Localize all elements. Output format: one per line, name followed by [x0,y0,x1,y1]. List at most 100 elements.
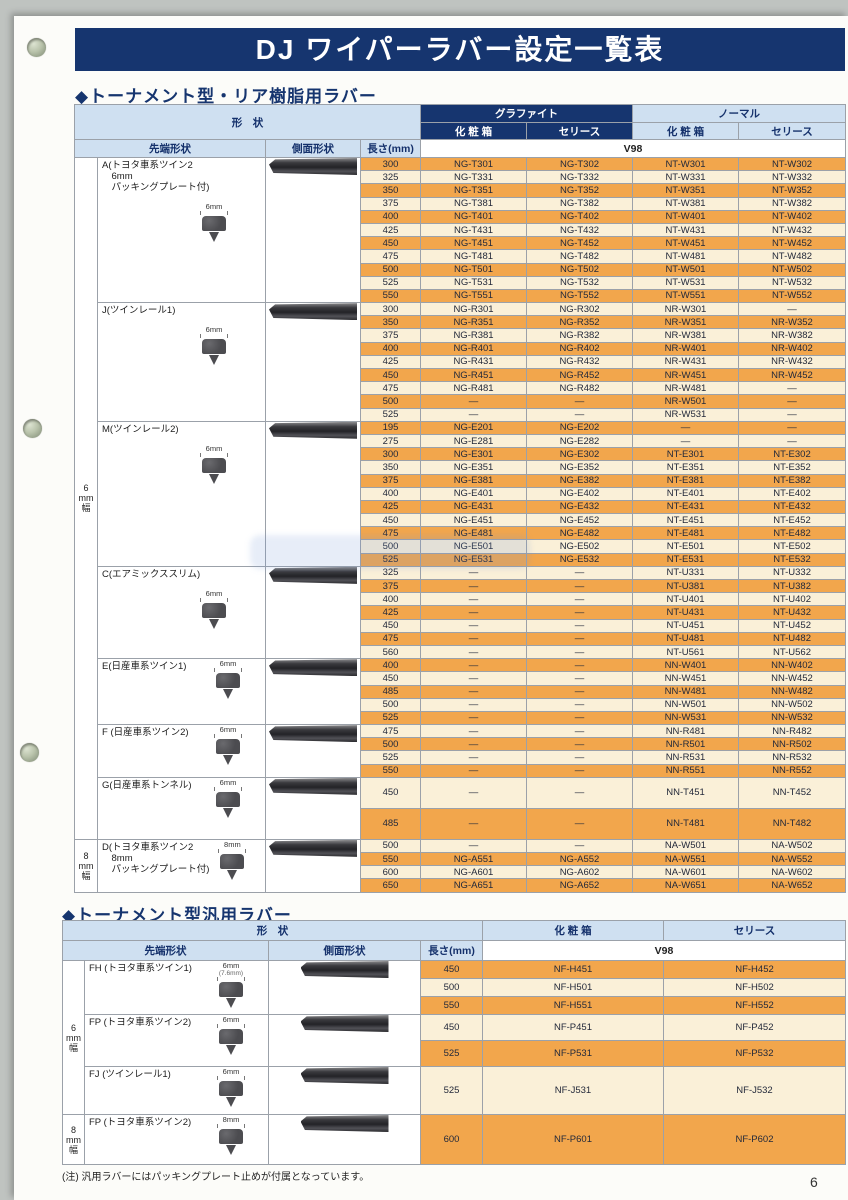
part-number: NT-E482 [738,526,846,541]
no-part-dash: — [526,710,633,726]
header-graphite: グラファイト [420,104,633,123]
part-number: NG-T552 [526,288,633,304]
part-number: NA-W551 [632,851,739,867]
header-side-shape: 側面形状 [268,940,421,961]
length-value: 450 [360,776,421,809]
length-value: 195 [360,420,421,435]
part-number: NA-W652 [738,878,846,893]
tip-shape-cell: FJ (ツインレール1) 6mm [84,1066,269,1115]
blade-side-photo [267,840,360,857]
part-number: NG-T381 [420,196,527,211]
length-value: 425 [360,354,421,370]
part-number: NF-P601 [482,1114,664,1165]
no-part-dash: — [526,776,633,809]
part-number: NF-P452 [663,1014,846,1041]
part-number: NG-E302 [526,447,633,462]
cross-section-diagram: 6mm [191,203,237,242]
length-value: 600 [420,1114,483,1165]
no-part-dash: — [420,776,527,809]
no-part-dash: — [526,737,633,752]
part-number: NG-R381 [420,328,527,343]
table-row: 475 NG-E481 NG-E482 NT-E481 NT-E482 [75,526,846,541]
no-part-dash: — [738,407,846,422]
length-value: 300 [360,156,421,172]
part-number: NG-T532 [526,275,633,290]
no-part-dash: — [526,697,633,712]
length-value: 400 [360,658,421,673]
side-shape-photo-cell [268,1114,421,1165]
length-value: 550 [420,996,483,1015]
length-value: 600 [360,865,421,880]
part-number: NG-R301 [420,302,527,317]
part-number: NN-R552 [738,763,846,778]
length-value: 350 [360,315,421,330]
length-value: 275 [360,433,421,449]
part-number: NN-W532 [738,710,846,726]
no-part-dash: — [526,750,633,765]
part-number: NT-W501 [632,262,739,277]
no-part-dash: — [420,684,527,699]
part-number: NF-P451 [482,1014,664,1041]
part-number: NG-T402 [526,209,633,224]
part-number: NT-W402 [738,209,846,224]
no-part-dash: — [526,684,633,699]
tip-shape-cell: FP (トヨタ車系ツイン2) 8mm [84,1114,269,1165]
part-number: NG-T351 [420,183,527,198]
tip-shape-label: FJ (ツインレール1) [89,1069,171,1080]
table-row: 400 NG-R401 NG-R402 NR-W401 NR-W402 [75,341,846,356]
part-number: NG-E452 [526,513,633,528]
part-number: NG-E281 [420,433,527,449]
side-shape-photo-cell [265,724,361,778]
table-row: 550 NF-H551 NF-H552 [63,996,846,1015]
header-series-normal: セリース [738,122,846,140]
part-number: NF-P531 [482,1040,664,1067]
header-length: 長さ(mm) [420,940,483,961]
no-part-dash: — [420,407,527,422]
length-value: 425 [360,605,421,620]
tip-shape-label: F (日産車系ツイン2) [102,727,189,739]
no-part-dash: — [526,605,633,620]
part-number: NT-W331 [632,170,739,185]
part-number: NG-E282 [526,433,633,449]
part-number: NF-J532 [663,1066,846,1115]
table-row: 6 mm 幅 FH (トヨタ車系ツイン1) 6mm (7.6mm) 450 NF-H451 NF… [62,960,846,1115]
part-number: NN-R482 [738,724,846,739]
width-label: 8 mm 幅 [62,1114,85,1165]
length-value: 650 [360,878,421,893]
table-row: 485— — NN-W481 NN-W482 [75,684,846,699]
part-number: NT-W551 [632,288,739,304]
blade-side-photo [267,567,360,584]
part-number: NT-W302 [738,156,846,172]
part-number: NT-W382 [738,196,846,211]
part-number: NR-W452 [738,367,846,383]
table-row: E(日産車系ツイン1) 6mm 400— — NN-W401 NN-W402 [75,658,846,726]
tip-shape-label: E(日産車系ツイン1) [102,661,187,673]
header-normal: ノーマル [632,104,846,123]
part-number: NG-T502 [526,262,633,277]
blade-side-photo [270,1115,420,1132]
no-part-dash: — [632,420,739,435]
no-part-dash: — [738,433,846,449]
part-number: NR-W501 [632,394,739,409]
width-label: 6 mm 幅 [62,960,85,1115]
binder-hole [20,743,39,762]
table-row: 485— — NN-T481 NN-T482 [75,807,846,840]
header-box-graphite: 化 粧 箱 [420,122,527,140]
header-shape: 形 状 [74,104,421,140]
part-number: NG-E431 [420,499,527,515]
part-number: NG-R401 [420,341,527,356]
length-value: 475 [360,631,421,646]
side-shape-photo-cell [265,420,361,567]
length-value: 425 [360,499,421,515]
side-shape-photo-cell [265,565,361,660]
table-row: FJ (ツインレール1) 6mm 525 NF-J531 NF-J532 [63,1066,846,1115]
part-number: NG-E451 [420,513,527,528]
table-row: 475 NG-R481 NG-R482 NR-W481— [75,381,846,396]
cross-section-diagram: 8mm [208,1116,254,1155]
part-number: NT-U381 [632,578,739,594]
part-number: NG-T331 [420,170,527,185]
length-value: 500 [360,737,421,752]
part-number: NT-U331 [632,565,739,581]
no-part-dash: — [420,763,527,778]
part-number: NN-W501 [632,697,739,712]
